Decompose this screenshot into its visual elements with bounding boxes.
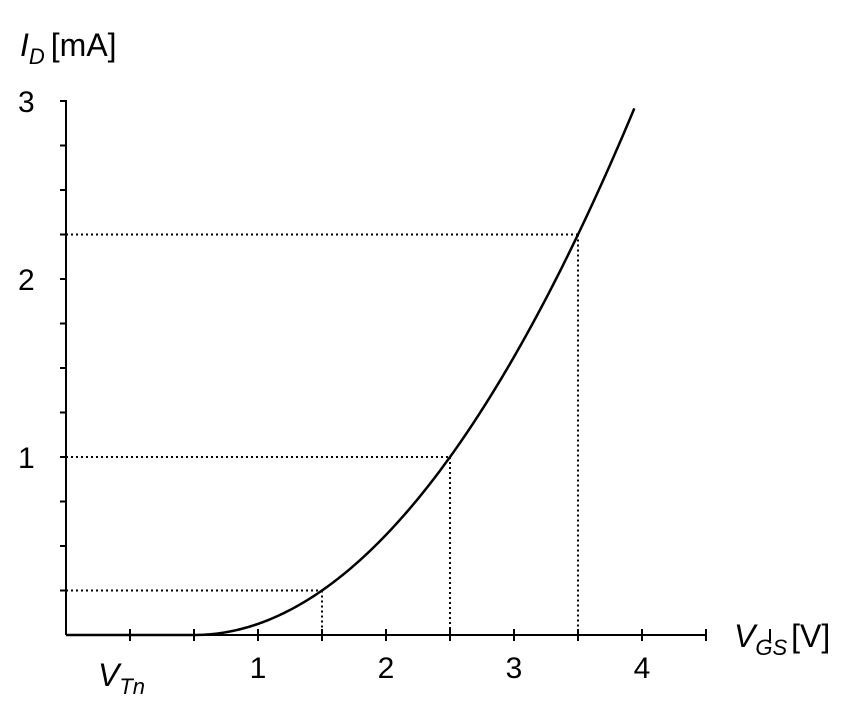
x-tick-labels: 1 2 3 4 xyxy=(250,652,651,685)
x-tick-label: 4 xyxy=(634,652,651,685)
threshold-voltage-label: VTn xyxy=(98,657,145,699)
x-tick-label: 1 xyxy=(250,652,267,685)
y-tick-label: 3 xyxy=(18,86,35,119)
series-line-id xyxy=(66,107,636,637)
x-axis-label: VGS [V] xyxy=(734,618,830,660)
x-tick-label: 3 xyxy=(506,652,523,685)
y-tick-labels: 1 2 3 xyxy=(18,86,35,475)
y-axis-label: ID [mA] xyxy=(20,27,117,69)
guide-lines xyxy=(66,233,579,635)
y-axis-ticks xyxy=(60,100,66,592)
y-tick-label: 1 xyxy=(18,442,35,475)
y-tick-label: 2 xyxy=(18,264,35,297)
x-tick-label: 2 xyxy=(378,652,395,685)
